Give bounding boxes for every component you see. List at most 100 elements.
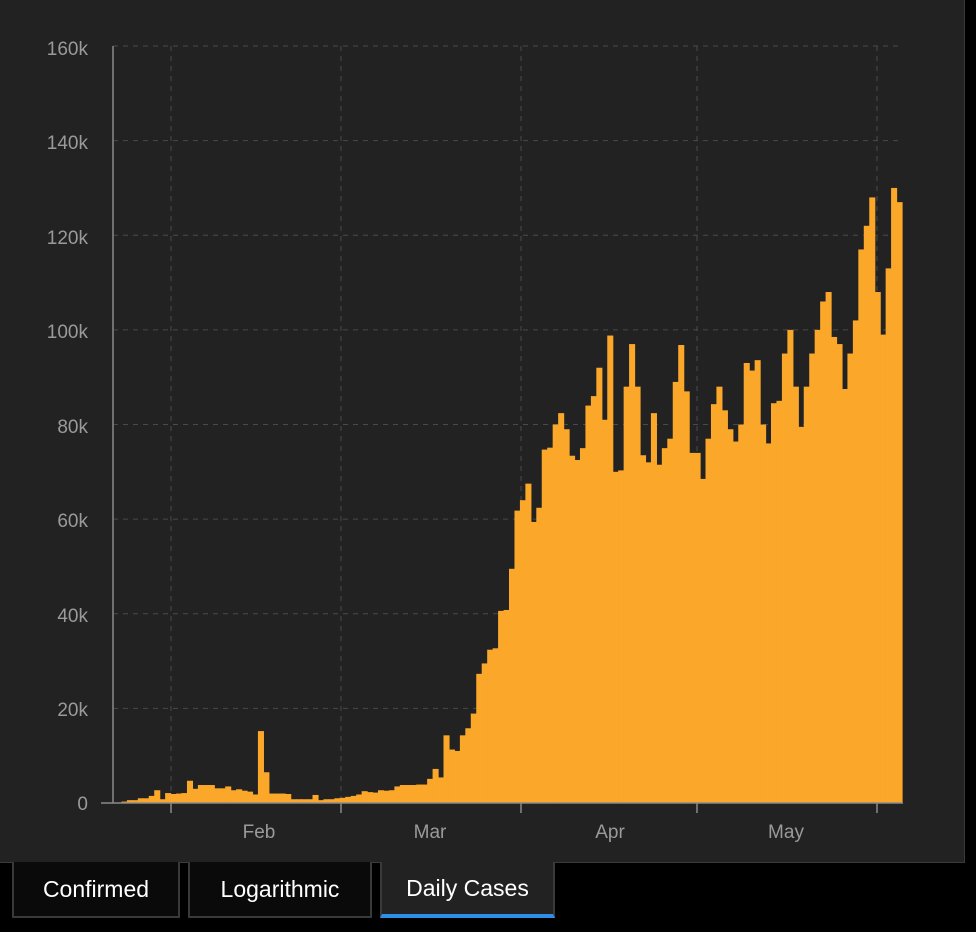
daily-case-bar	[836, 344, 843, 803]
daily-case-bar	[312, 794, 319, 803]
daily-case-bar	[197, 785, 204, 803]
daily-case-bar	[710, 404, 718, 803]
tab-confirmed[interactable]: Confirmed	[12, 862, 180, 918]
x-tick-label-feb: Feb	[243, 822, 276, 843]
x-tick-labels: Feb Mar Apr May	[243, 822, 805, 843]
daily-case-bar	[448, 749, 456, 803]
daily-case-bar	[378, 790, 385, 803]
daily-case-bar	[394, 786, 401, 803]
daily-case-bar	[896, 202, 903, 803]
daily-case-bar	[618, 470, 625, 803]
daily-case-bar	[323, 799, 330, 803]
daily-case-bar	[558, 413, 565, 803]
daily-case-bar	[579, 448, 587, 803]
daily-case-bar	[509, 568, 516, 803]
x-tick-label-apr: Apr	[595, 822, 625, 843]
daily-case-bar	[858, 249, 865, 803]
daily-case-bar	[678, 345, 685, 803]
daily-case-bar	[760, 424, 767, 803]
daily-case-bar	[634, 386, 641, 803]
daily-case-bar	[148, 795, 155, 803]
daily-case-bar	[640, 455, 647, 803]
daily-case-bar	[372, 792, 379, 803]
y-tick-label: 60k	[57, 511, 88, 532]
daily-case-bar	[547, 447, 554, 803]
daily-case-bar	[465, 728, 472, 803]
daily-case-bar	[416, 784, 423, 803]
y-tick-label: 160k	[47, 39, 89, 60]
daily-case-bar	[268, 793, 275, 803]
tab-logarithmic[interactable]: Logarithmic	[188, 862, 372, 918]
daily-case-bar	[356, 794, 363, 803]
daily-case-bar	[672, 381, 679, 803]
daily-case-bar	[476, 673, 483, 803]
daily-case-bar	[219, 788, 226, 803]
daily-case-bar	[727, 429, 734, 803]
daily-case-bar	[623, 386, 630, 803]
daily-case-bar	[154, 790, 161, 803]
daily-case-bar	[328, 799, 335, 803]
daily-case-bar	[656, 464, 663, 803]
daily-case-bar	[203, 785, 210, 803]
y-tick-label: 20k	[57, 700, 88, 721]
daily-case-bar	[700, 478, 707, 803]
x-tick-label-mar: Mar	[414, 822, 447, 843]
daily-case-bar	[798, 426, 805, 803]
tab-daily-cases[interactable]: Daily Cases	[380, 862, 555, 918]
daily-case-bar	[705, 438, 712, 803]
daily-case-bar	[607, 335, 614, 803]
daily-case-bar	[301, 799, 308, 803]
daily-case-bar	[159, 799, 166, 803]
daily-case-bar	[754, 360, 761, 803]
daily-case-bar	[880, 334, 887, 803]
bars-layer	[116, 187, 903, 804]
daily-case-bar	[388, 790, 395, 803]
daily-case-bar	[247, 791, 254, 803]
daily-case-bar	[585, 405, 592, 803]
daily-case-bar	[345, 796, 352, 803]
y-tick-label: 120k	[47, 228, 89, 249]
daily-case-bar	[825, 292, 832, 803]
daily-case-bar	[296, 799, 303, 803]
daily-case-bar	[525, 483, 532, 803]
daily-case-bar	[263, 772, 270, 803]
daily-case-bar	[432, 768, 439, 803]
y-tick-labels: 0 20k 40k 60k 80k 100k 120k 140k 160k	[47, 39, 89, 815]
daily-case-bar	[339, 797, 346, 803]
daily-case-bar	[519, 500, 526, 803]
daily-case-bar	[459, 735, 466, 803]
daily-case-bar	[421, 784, 428, 803]
x-tick-label-may: May	[768, 822, 804, 843]
daily-case-bar	[563, 429, 570, 803]
y-tick-label: 80k	[57, 417, 88, 438]
daily-case-bar	[492, 648, 499, 803]
daily-case-bar	[601, 419, 608, 803]
daily-case-bar	[307, 799, 314, 803]
daily-case-bar	[781, 353, 788, 803]
chart-tabs: Confirmed Logarithmic Daily Cases	[0, 862, 976, 932]
daily-case-bar	[645, 462, 652, 803]
daily-case-bar	[143, 798, 150, 803]
daily-case-bar	[236, 789, 243, 803]
daily-case-bar	[225, 786, 232, 803]
daily-case-bar	[771, 403, 778, 803]
daily-case-bar	[350, 795, 357, 803]
daily-case-bar	[186, 780, 194, 803]
daily-case-bar	[776, 400, 783, 803]
daily-case-bar	[470, 713, 477, 803]
daily-case-bar	[820, 301, 827, 803]
daily-case-bar	[367, 792, 374, 803]
daily-case-bar	[132, 800, 139, 803]
daily-case-bar	[694, 452, 701, 803]
daily-case-bar	[405, 785, 412, 803]
daily-case-bar	[738, 424, 745, 803]
daily-case-bar	[765, 443, 772, 803]
daily-case-bar	[317, 800, 325, 803]
daily-case-bar	[410, 785, 417, 803]
daily-case-bar	[192, 788, 199, 803]
daily-case-bar	[279, 793, 286, 803]
axes-layer	[101, 46, 903, 813]
daily-case-bar	[809, 353, 816, 803]
daily-case-bar	[285, 794, 292, 803]
daily-case-bar	[749, 370, 756, 803]
